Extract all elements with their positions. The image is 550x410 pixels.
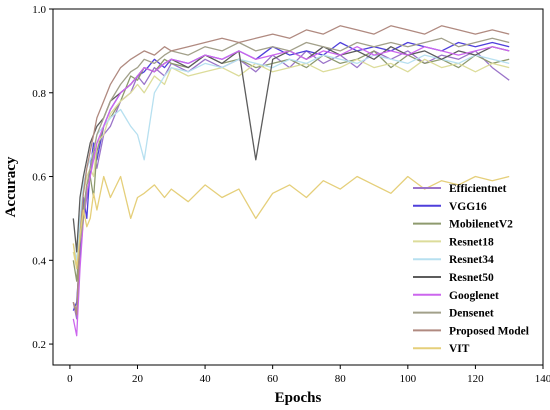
- legend-label-resnet18: Resnet18: [449, 236, 494, 248]
- legend-label-densenet: Densenet: [449, 308, 494, 320]
- legend-label-mobilenetv2: MobilenetV2: [449, 219, 513, 231]
- x-tick-label: 140: [535, 373, 550, 385]
- series-line-vgg16: [72, 41, 510, 311]
- legend-label-efficientnet: Efficientnet: [449, 183, 507, 195]
- x-tick-label: 120: [467, 373, 484, 385]
- x-tick-label: 20: [132, 373, 144, 385]
- y-tick-label: 0.8: [32, 88, 46, 100]
- y-tick-label: 0.4: [32, 255, 46, 267]
- legend-label-proposed-model: Proposed Model: [449, 325, 529, 337]
- series-line-efficientnet: [72, 50, 510, 320]
- y-tick-label: 1.0: [32, 4, 46, 16]
- plot-frame: [52, 8, 544, 366]
- legend-label-vit: VIT: [449, 343, 470, 355]
- plot-lines: [72, 25, 510, 337]
- x-axis-ticks: 0 20 40 60 80 100 120 140: [67, 365, 550, 385]
- legend-label-resnet50: Resnet50: [449, 272, 494, 284]
- series-line-vit: [72, 175, 510, 270]
- series-line-googlenet: [72, 46, 510, 337]
- series-line-proposed-model: [72, 25, 510, 316]
- x-tick-label: 0: [67, 373, 73, 385]
- legend-label-vgg16: VGG16: [449, 201, 487, 213]
- x-tick-label: 80: [335, 373, 347, 385]
- x-tick-label: 60: [267, 373, 279, 385]
- legend: Efficientnet VGG16 MobilenetV2 Resnet18 Resn…: [413, 183, 529, 355]
- legend-label-resnet34: Resnet34: [449, 254, 494, 266]
- series-line-resnet18: [72, 58, 510, 270]
- series-line-densenet: [72, 37, 510, 312]
- x-tick-label: 100: [400, 373, 417, 385]
- y-axis-title: Accuracy: [3, 156, 19, 217]
- legend-label-googlenet: Googlenet: [449, 290, 499, 302]
- x-tick-label: 40: [200, 373, 212, 385]
- y-axis-ticks: 0.2 0.4 0.6 0.8 1.0: [32, 4, 53, 351]
- y-tick-label: 0.2: [32, 339, 46, 351]
- x-axis-title: Epochs: [275, 390, 322, 406]
- y-tick-label: 0.6: [32, 172, 46, 184]
